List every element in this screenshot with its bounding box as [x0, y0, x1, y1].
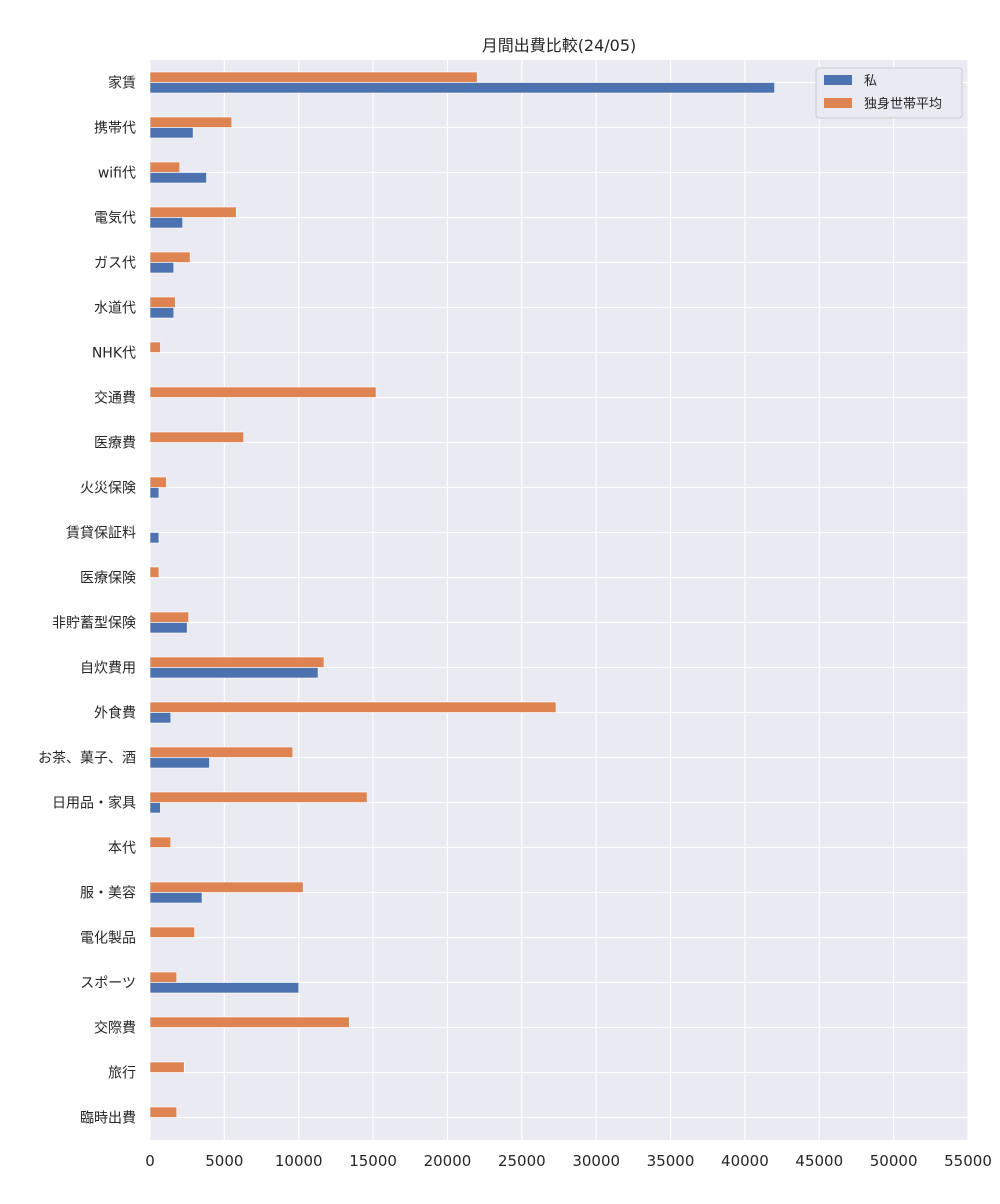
x-tick-label: 55000: [944, 1152, 992, 1170]
bar-single-average: [149, 791, 368, 803]
bar-single-average: [149, 611, 189, 623]
bar-single-average: [149, 206, 237, 218]
y-tick-label: 旅行: [108, 1066, 136, 1082]
bar-me: [149, 757, 210, 769]
bar-single-average: [149, 656, 325, 668]
bar-me: [149, 307, 175, 319]
y-tick-label: 電化製品: [80, 931, 136, 947]
bar-me: [149, 982, 300, 994]
x-tick-label: 10000: [275, 1152, 323, 1170]
y-tick-label: wifi代: [98, 166, 136, 182]
y-tick-label: 非貯蓄型保険: [52, 616, 136, 632]
y-tick-label: お茶、菓子、酒: [38, 751, 136, 767]
bar-me: [149, 127, 194, 139]
y-tick-label: 携帯代: [94, 121, 136, 137]
y-tick-label: 交際費: [94, 1020, 136, 1037]
bar-single-average: [149, 116, 233, 128]
y-tick-label: 電気代: [94, 211, 136, 227]
bar-single-average: [149, 296, 176, 308]
x-tick-label: 40000: [721, 1152, 769, 1170]
bars: [149, 71, 775, 1118]
bar-single-average: [149, 1016, 350, 1028]
chart-title: 月間出費比較(24/05): [482, 36, 637, 55]
y-tick-label: 医療費: [94, 435, 136, 452]
y-tick-label: ガス代: [94, 256, 136, 272]
x-tick-label: 5000: [205, 1152, 243, 1170]
bar-single-average: [149, 1061, 185, 1073]
y-tick-label: 家賃: [108, 75, 136, 92]
bar-me: [149, 217, 184, 229]
x-tick-label: 20000: [424, 1152, 472, 1170]
bar-me: [149, 532, 160, 544]
bar-single-average: [149, 971, 178, 983]
y-tick-label: スポーツ: [80, 976, 136, 992]
bar-me: [149, 892, 203, 904]
bar-me: [149, 82, 775, 94]
bar-me: [149, 802, 161, 814]
bar-single-average: [149, 71, 478, 83]
y-tick-label: 服・美容: [80, 885, 136, 902]
legend: 私 独身世帯平均: [815, 67, 963, 119]
y-tick-label: 臨時出費: [80, 1111, 136, 1127]
y-tick-label: NHK代: [92, 346, 136, 362]
bar-single-average: [149, 566, 160, 578]
y-tick-label: 医療保険: [80, 570, 136, 587]
x-tick-label: 50000: [870, 1152, 918, 1170]
y-tick-label: 本代: [108, 841, 136, 857]
y-tick-label: 火災保険: [80, 481, 136, 497]
y-tick-label: 水道代: [94, 301, 136, 317]
y-tick-label: 自炊費用: [80, 661, 136, 677]
bar-me: [149, 622, 188, 634]
bar-single-average: [149, 341, 161, 353]
bar-me: [149, 712, 172, 724]
bar-me: [149, 172, 207, 184]
bar-me: [149, 667, 319, 679]
legend-label-single-average: 独身世帯平均: [864, 96, 942, 112]
legend-box: [815, 67, 963, 119]
y-tick-label: 日用品・家具: [52, 795, 136, 812]
y-tick-label: 賃貸保証料: [66, 526, 136, 542]
legend-label-me: 私: [864, 74, 877, 89]
x-tick-label: 35000: [647, 1152, 695, 1170]
bar-single-average: [149, 1106, 178, 1118]
x-tick-labels: 0 5000 10000 15000 20000 25000 30000 35000 40000…: [145, 1152, 992, 1170]
bar-single-average: [149, 881, 304, 893]
plot-background: [150, 60, 968, 1140]
x-tick-label: 25000: [498, 1152, 546, 1170]
bar-single-average: [149, 386, 377, 398]
y-tick-label: 外食費: [94, 705, 136, 722]
x-tick-label: 30000: [572, 1152, 620, 1170]
bar-single-average: [149, 431, 244, 443]
bar-single-average: [149, 476, 167, 488]
y-tick-label: 交通費: [94, 390, 136, 407]
bar-single-average: [149, 701, 557, 713]
legend-swatch-me: [824, 75, 852, 85]
bar-single-average: [149, 251, 191, 263]
legend-swatch-single-average: [824, 98, 852, 108]
bar-single-average: [149, 746, 294, 758]
bar-me: [149, 262, 175, 274]
x-tick-label: 15000: [349, 1152, 397, 1170]
x-tick-label: 45000: [795, 1152, 843, 1170]
x-tick-label: 0: [145, 1152, 155, 1170]
bar-single-average: [149, 161, 181, 173]
bar-single-average: [149, 926, 195, 938]
bar-me: [149, 487, 160, 499]
bar-single-average: [149, 836, 172, 848]
